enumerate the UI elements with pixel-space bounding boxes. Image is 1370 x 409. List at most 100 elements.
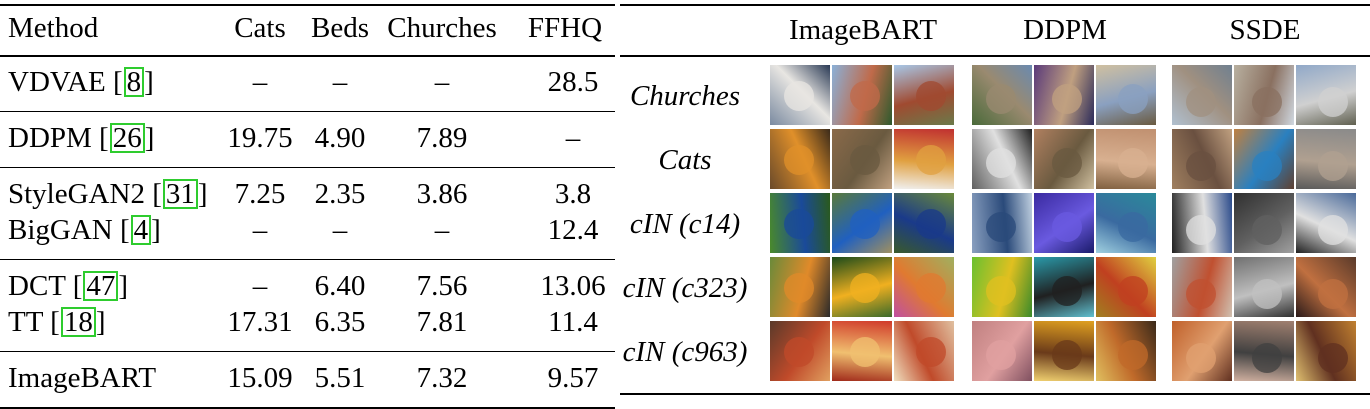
header-cats: Cats (234, 12, 286, 44)
citation-link[interactable]: 8 (123, 67, 145, 97)
method-name: DDPM [26] (8, 122, 154, 154)
citation-link[interactable]: 31 (162, 179, 198, 209)
sample-image (894, 65, 954, 125)
sample-subject (1318, 279, 1348, 309)
sample-subject (784, 273, 814, 303)
citation-link[interactable]: 18 (60, 307, 96, 337)
sample-image (1296, 321, 1356, 381)
sample-image (770, 193, 830, 253)
sample-subject (1118, 148, 1148, 178)
citation-link[interactable]: 26 (109, 123, 145, 153)
sample-image (1096, 193, 1156, 253)
sample-image (1296, 257, 1356, 317)
sample-image (1172, 129, 1232, 189)
method-name: VDVAE [8] (8, 66, 154, 98)
sample-image (894, 321, 954, 381)
column-header: ImageBART (788, 14, 938, 46)
sample-image (1296, 193, 1356, 253)
sample-image (1034, 257, 1094, 317)
sample-subject (1118, 340, 1148, 370)
method-name: StyleGAN2 [31] (8, 178, 208, 210)
value-cats: – (252, 214, 268, 246)
sample-image (894, 257, 954, 317)
sample-subject (1318, 215, 1348, 245)
sample-image (1096, 65, 1156, 125)
sample-image (1234, 65, 1294, 125)
sample-subject (1318, 343, 1348, 373)
sample-image (1034, 321, 1094, 381)
sample-image (832, 193, 892, 253)
sample-subject (1318, 87, 1348, 117)
sample-image (1034, 65, 1094, 125)
sample-subject (1186, 279, 1216, 309)
header-churches: Churches (387, 12, 497, 44)
sample-subject (1052, 340, 1082, 370)
value-ffhq: 11.4 (548, 306, 598, 338)
method-label: ImageBART (8, 362, 157, 394)
sample-subject (986, 84, 1016, 114)
header-rule (620, 55, 1370, 57)
value-churches: 7.56 (416, 270, 468, 302)
sample-image (1172, 257, 1232, 317)
method-name: TT [18] (8, 306, 105, 338)
sample-subject (1186, 343, 1216, 373)
row-label: Churches (629, 80, 741, 112)
group-rule (0, 351, 615, 352)
sample-subject (784, 209, 814, 239)
sample-subject (784, 145, 814, 175)
value-beds: 2.35 (314, 178, 366, 210)
header-beds: Beds (311, 12, 369, 44)
results-table: Method Cats Beds Churches FFHQ VDVAE [8] – – – 28… (0, 0, 615, 409)
sample-subject (850, 81, 880, 111)
sample-image (894, 129, 954, 189)
sample-subject (1118, 276, 1148, 306)
sample-subject (916, 337, 946, 367)
sample-subject (1252, 279, 1282, 309)
column-header: SSDE (1229, 14, 1301, 46)
value-cats: 7.25 (234, 178, 286, 210)
method-label: BigGAN [ (8, 214, 130, 246)
method-name: DCT [47] (8, 270, 128, 302)
sample-image (972, 193, 1032, 253)
citation-link[interactable]: 4 (130, 215, 152, 245)
sample-subject (1052, 212, 1082, 242)
value-ffhq: – (565, 122, 581, 154)
sample-subject (916, 145, 946, 175)
row-label: cIN (c323) (622, 272, 748, 304)
sample-image (1096, 129, 1156, 189)
value-beds: – (332, 214, 348, 246)
method-label: StyleGAN2 [ (8, 178, 162, 210)
sample-subject (1252, 151, 1282, 181)
sample-image (894, 193, 954, 253)
value-cats: – (252, 66, 268, 98)
sample-image (1234, 129, 1294, 189)
group-rule (0, 259, 615, 260)
header-rule (0, 55, 615, 57)
sample-subject (916, 209, 946, 239)
bottom-rule (620, 393, 1370, 395)
sample-image (832, 65, 892, 125)
sample-image (1034, 193, 1094, 253)
value-ffhq: 12.4 (547, 214, 599, 246)
value-beds: 6.40 (314, 270, 366, 302)
sample-subject (784, 337, 814, 367)
citation-link[interactable]: 47 (83, 271, 119, 301)
value-churches: 7.32 (416, 362, 468, 394)
sample-image (770, 129, 830, 189)
value-churches: 3.86 (416, 178, 468, 210)
column-header: DDPM (1023, 14, 1107, 46)
sample-image (972, 65, 1032, 125)
sample-subject (1118, 84, 1148, 114)
method-name: BigGAN [4] (8, 214, 161, 246)
row-label: cIN (c14) (629, 208, 741, 240)
sample-image (770, 65, 830, 125)
sample-subject (1052, 84, 1082, 114)
sample-subject (1186, 215, 1216, 245)
top-rule (0, 4, 615, 6)
sample-image (1172, 193, 1232, 253)
value-beds: 5.51 (314, 362, 366, 394)
sample-image (770, 257, 830, 317)
sample-subject (850, 145, 880, 175)
top-rule (620, 4, 1370, 6)
citation-bracket: ] (151, 214, 161, 246)
